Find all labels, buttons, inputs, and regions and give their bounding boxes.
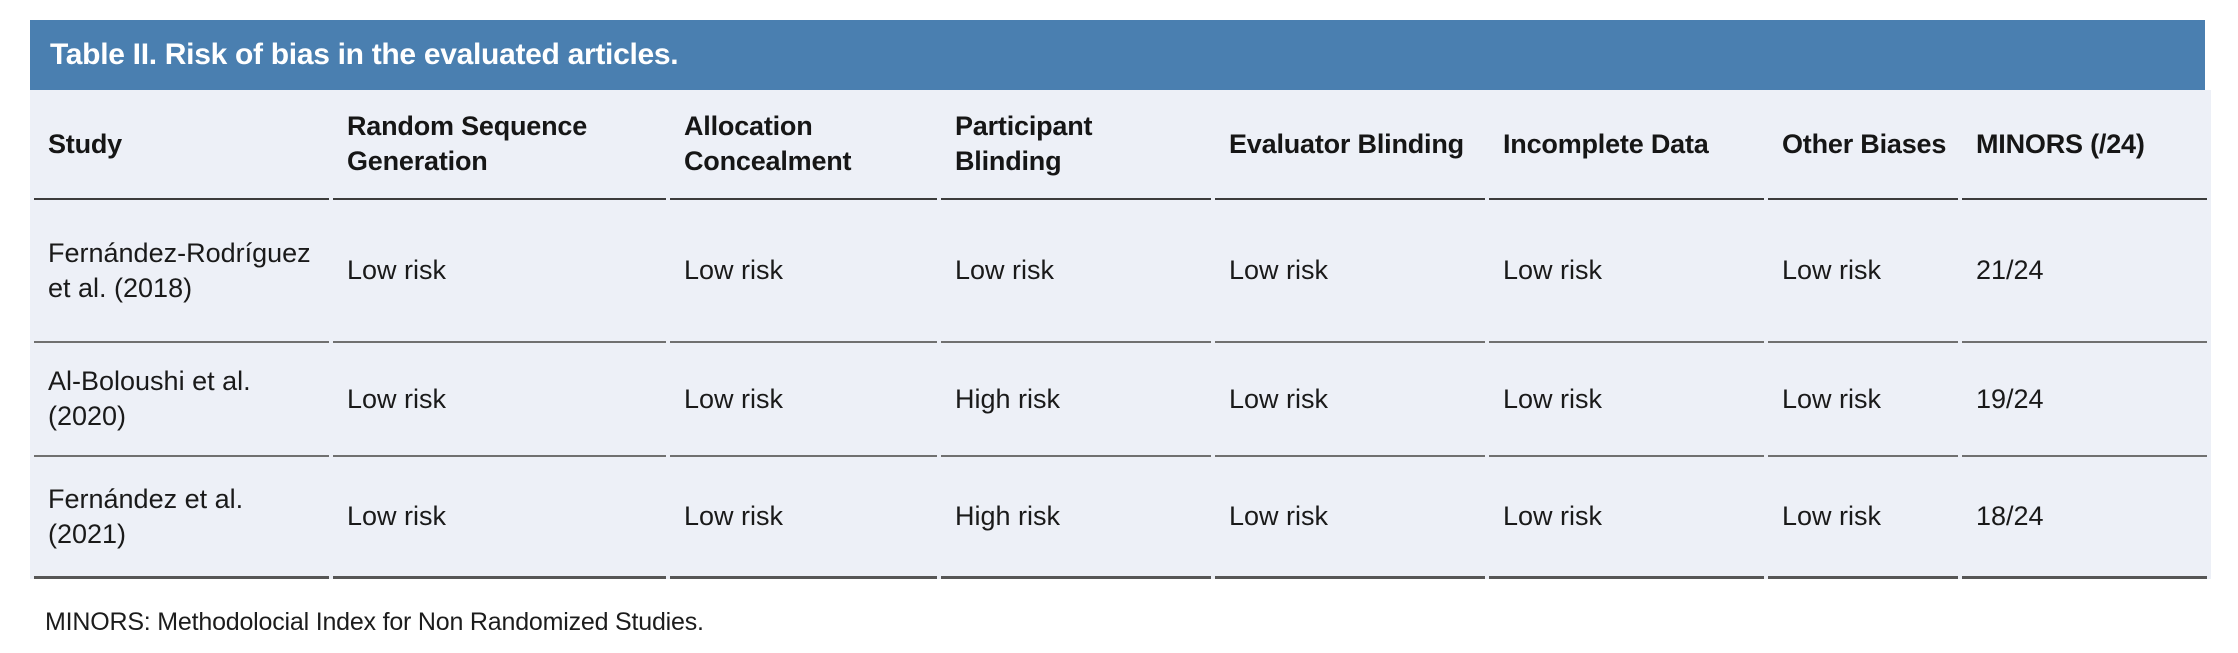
table-row: Fernández-Rodríguez et al. (2018) Low ri…	[34, 200, 2207, 343]
cell-random-sequence-generation: Low risk	[333, 200, 666, 343]
column-header-study: Study	[34, 90, 329, 200]
cell-allocation-concealment: Low risk	[670, 457, 937, 579]
cell-random-sequence-generation: Low risk	[333, 457, 666, 579]
cell-evaluator-blinding: Low risk	[1215, 343, 1485, 457]
cell-participant-blinding: High risk	[941, 343, 1211, 457]
cell-minors-score: 18/24	[1962, 457, 2207, 579]
cell-incomplete-data: Low risk	[1489, 343, 1764, 457]
table-title-bar: Table II. Risk of bias in the evaluated …	[30, 20, 2205, 90]
data-table: Study Random Sequence Generation Allocat…	[30, 90, 2211, 579]
table-footnote: MINORS: Methodolocial Index for Non Rand…	[45, 608, 704, 636]
cell-other-biases: Low risk	[1768, 343, 1958, 457]
cell-minors-score: 21/24	[1962, 200, 2207, 343]
cell-random-sequence-generation: Low risk	[333, 343, 666, 457]
column-header-minors: MINORS (/24)	[1962, 90, 2207, 200]
cell-study: Al-Boloushi et al. (2020)	[34, 343, 329, 457]
risk-of-bias-table: Table II. Risk of bias in the evaluated …	[30, 20, 2211, 579]
cell-other-biases: Low risk	[1768, 457, 1958, 579]
column-header-other-biases: Other Biases	[1768, 90, 1958, 200]
cell-evaluator-blinding: Low risk	[1215, 457, 1485, 579]
cell-evaluator-blinding: Low risk	[1215, 200, 1485, 343]
column-header-allocation-concealment: Allocation Concealment	[670, 90, 937, 200]
cell-study: Fernández-Rodríguez et al. (2018)	[34, 200, 329, 343]
header-row: Study Random Sequence Generation Allocat…	[34, 90, 2207, 200]
cell-participant-blinding: Low risk	[941, 200, 1211, 343]
cell-incomplete-data: Low risk	[1489, 200, 1764, 343]
cell-minors-score: 19/24	[1962, 343, 2207, 457]
cell-study: Fernández et al. (2021)	[34, 457, 329, 579]
table-row: Al-Boloushi et al. (2020) Low risk Low r…	[34, 343, 2207, 457]
cell-other-biases: Low risk	[1768, 200, 1958, 343]
table-row: Fernández et al. (2021) Low risk Low ris…	[34, 457, 2207, 579]
column-header-random-sequence-generation: Random Sequence Generation	[333, 90, 666, 200]
column-header-incomplete-data: Incomplete Data	[1489, 90, 1764, 200]
column-header-evaluator-blinding: Evaluator Blinding	[1215, 90, 1485, 200]
cell-allocation-concealment: Low risk	[670, 343, 937, 457]
table-title: Table II. Risk of bias in the evaluated …	[50, 38, 679, 71]
cell-incomplete-data: Low risk	[1489, 457, 1764, 579]
cell-participant-blinding: High risk	[941, 457, 1211, 579]
column-header-participant-blinding: Participant Blinding	[941, 90, 1211, 200]
cell-allocation-concealment: Low risk	[670, 200, 937, 343]
